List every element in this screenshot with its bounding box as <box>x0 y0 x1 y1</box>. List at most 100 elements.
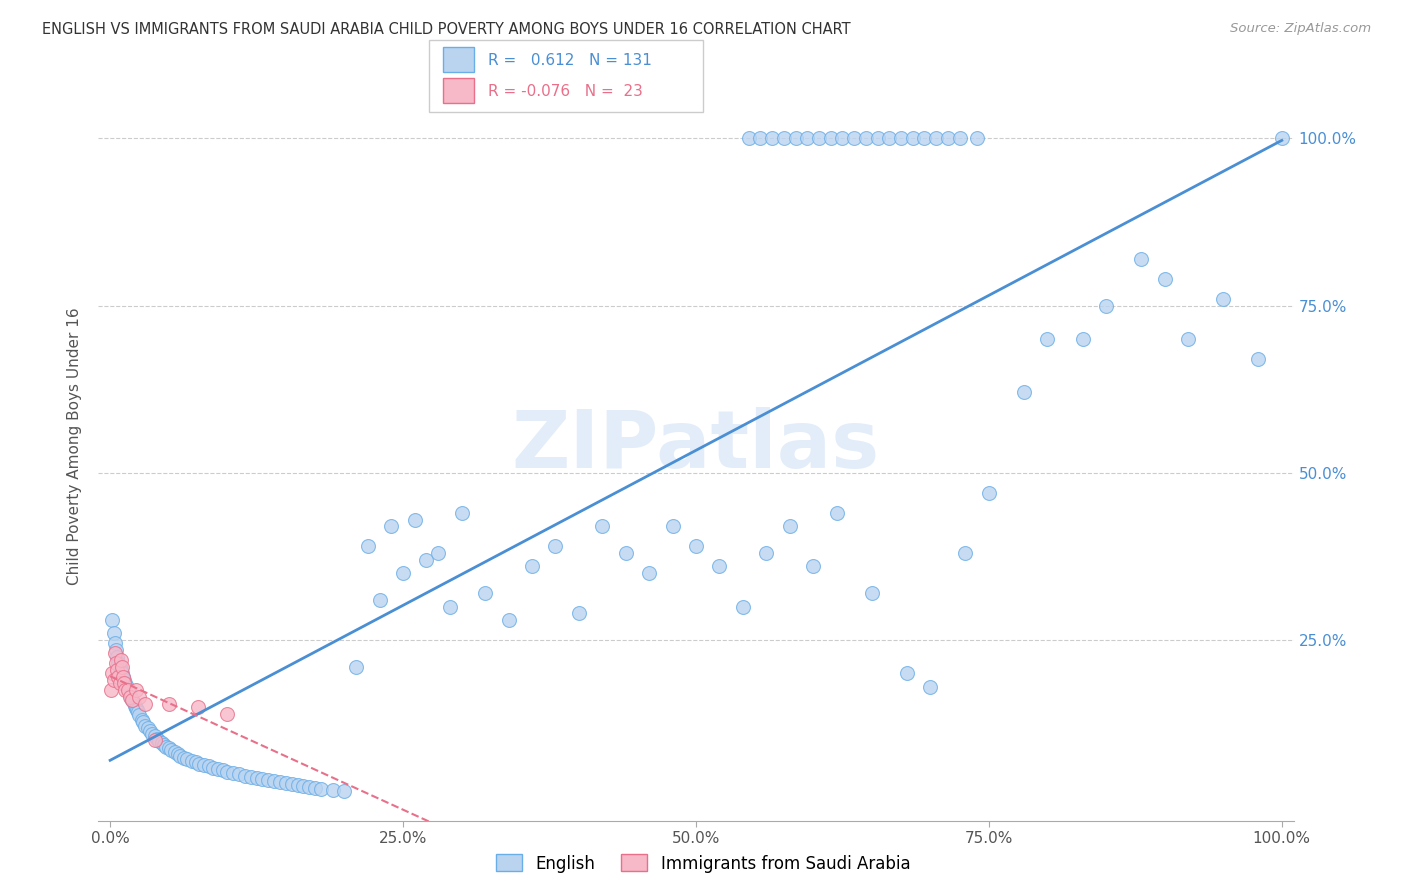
Point <box>120 690 142 705</box>
Point <box>136 721 159 735</box>
Point <box>1153 272 1175 286</box>
Point <box>344 660 367 674</box>
Point <box>761 131 783 145</box>
Point <box>914 131 936 145</box>
Point <box>450 506 472 520</box>
Point <box>404 513 426 527</box>
Point <box>222 766 245 780</box>
Point <box>157 697 180 711</box>
Point <box>925 131 948 145</box>
Point <box>257 772 280 787</box>
Point <box>685 539 707 553</box>
Point <box>966 131 988 145</box>
Point <box>121 693 143 707</box>
Point <box>103 626 125 640</box>
Point <box>134 697 156 711</box>
Point <box>292 779 315 793</box>
Point <box>110 653 132 667</box>
Point <box>936 131 959 145</box>
Point <box>890 131 912 145</box>
Point <box>176 752 198 766</box>
Point <box>202 761 225 775</box>
Point <box>949 131 972 145</box>
Point <box>439 599 461 614</box>
Point <box>920 680 942 694</box>
Point <box>167 747 190 762</box>
Point <box>134 719 156 733</box>
Point <box>309 781 332 796</box>
Point <box>125 683 148 698</box>
Point <box>122 696 145 710</box>
Point <box>112 670 135 684</box>
Point <box>217 706 239 721</box>
Text: ENGLISH VS IMMIGRANTS FROM SAUDI ARABIA CHILD POVERTY AMONG BOYS UNDER 16 CORREL: ENGLISH VS IMMIGRANTS FROM SAUDI ARABIA … <box>42 22 851 37</box>
Point <box>207 762 229 776</box>
Point <box>193 758 215 772</box>
Point <box>877 131 901 145</box>
Point <box>1130 252 1153 266</box>
Point <box>115 680 138 694</box>
Point <box>1247 352 1270 367</box>
Text: R = -0.076   N =  23: R = -0.076 N = 23 <box>488 84 643 99</box>
Point <box>773 131 796 145</box>
Point <box>1036 332 1059 346</box>
Point <box>111 666 134 681</box>
Text: ZIPatlas: ZIPatlas <box>512 407 880 485</box>
Point <box>127 703 149 717</box>
Point <box>150 736 173 750</box>
Point <box>755 546 778 560</box>
Point <box>169 748 191 763</box>
Point <box>298 780 321 795</box>
Point <box>188 756 211 771</box>
Point <box>638 566 661 581</box>
Point <box>103 673 125 688</box>
Point <box>181 754 204 768</box>
Point <box>120 690 141 704</box>
Point <box>860 586 883 600</box>
Point <box>498 613 520 627</box>
Point <box>661 519 683 533</box>
Point <box>118 685 141 699</box>
Point <box>749 131 772 145</box>
Point <box>217 764 239 779</box>
Point <box>114 683 136 698</box>
Point <box>474 586 496 600</box>
Point <box>427 546 450 560</box>
Point <box>901 131 924 145</box>
Point <box>233 769 256 783</box>
Point <box>896 666 918 681</box>
Point <box>368 593 391 607</box>
Point <box>143 733 166 747</box>
Point <box>120 688 141 702</box>
Point <box>796 131 818 145</box>
Point <box>392 566 415 581</box>
Point <box>274 776 297 790</box>
Point <box>825 506 848 520</box>
Point <box>132 715 155 730</box>
Point <box>731 599 754 614</box>
Text: R =   0.612   N = 131: R = 0.612 N = 131 <box>488 53 652 68</box>
Point <box>112 676 135 690</box>
Point <box>111 660 134 674</box>
Point <box>160 743 183 757</box>
Point <box>252 772 274 787</box>
Point <box>108 676 131 690</box>
Point <box>239 770 262 784</box>
Point <box>184 756 207 770</box>
Point <box>124 698 146 713</box>
Point <box>304 780 326 795</box>
Point <box>614 546 637 560</box>
Point <box>146 731 169 746</box>
Point <box>333 784 356 798</box>
Text: Source: ZipAtlas.com: Source: ZipAtlas.com <box>1230 22 1371 36</box>
Point <box>104 646 127 660</box>
Point <box>128 690 150 704</box>
Point <box>785 131 807 145</box>
Point <box>105 663 128 677</box>
Point <box>844 131 866 145</box>
Y-axis label: Child Poverty Among Boys Under 16: Child Poverty Among Boys Under 16 <box>67 307 83 585</box>
Point <box>415 553 437 567</box>
Point <box>1095 299 1118 313</box>
Legend: English, Immigrants from Saudi Arabia: English, Immigrants from Saudi Arabia <box>489 847 917 880</box>
Point <box>101 613 124 627</box>
